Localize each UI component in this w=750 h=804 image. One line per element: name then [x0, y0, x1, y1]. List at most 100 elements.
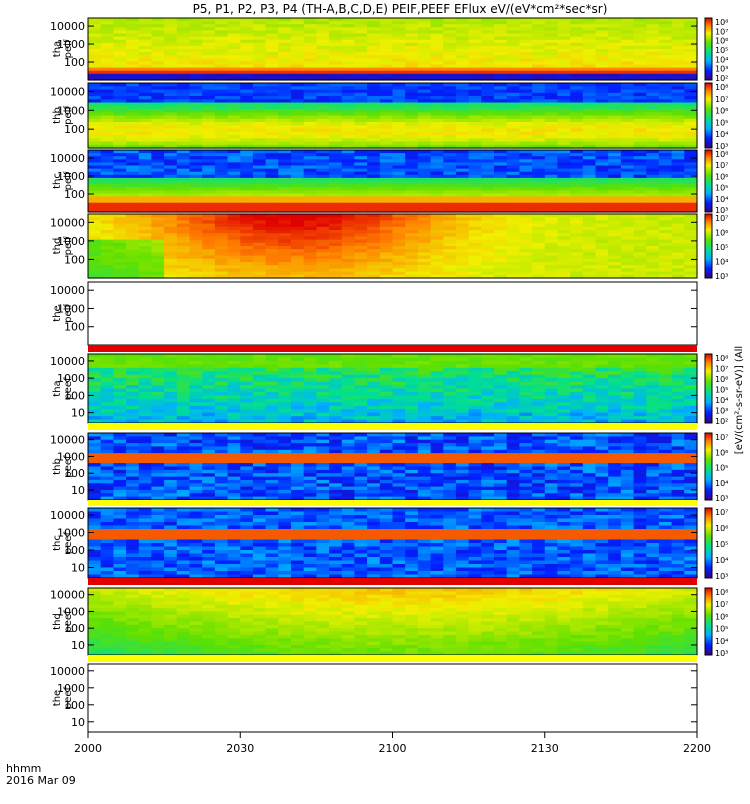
heatmap-cell: [646, 416, 659, 420]
heatmap-cell: [418, 395, 431, 399]
heatmap-cell: [380, 357, 393, 361]
heatmap-cell: [634, 371, 647, 375]
heatmap-cell: [215, 382, 228, 386]
heatmap-cell: [608, 357, 621, 361]
heatmap-cell: [583, 395, 596, 399]
y-tick-label: 1000: [57, 170, 85, 183]
heatmap-cell: [342, 368, 355, 372]
heatmap-cell: [481, 413, 494, 417]
heatmap-cell: [329, 402, 342, 406]
y-tick-label: 10000: [50, 20, 85, 33]
heatmap-cell: [304, 395, 317, 399]
heatmap-cell: [393, 357, 406, 361]
heatmap-cell: [101, 406, 114, 410]
heatmap-cell: [164, 382, 177, 386]
heatmap-cell: [646, 368, 659, 372]
heatmap-cell: [393, 406, 406, 410]
heatmap-cell: [151, 392, 164, 396]
heatmap-cell: [596, 382, 609, 386]
heatmap-cell: [583, 378, 596, 382]
colorbar-tick-label: 10³: [715, 407, 728, 416]
heatmap-cell: [494, 416, 507, 420]
heatmap-cell: [266, 357, 279, 361]
heatmap-cell: [621, 368, 634, 372]
heatmap-cell: [278, 361, 291, 365]
heatmap-cell: [126, 371, 139, 375]
heatmap-cell: [367, 392, 380, 396]
heatmap-cell: [545, 402, 558, 406]
heatmap-cell: [469, 368, 482, 372]
heatmap-cell: [380, 395, 393, 399]
y-tick-label: 100: [64, 321, 85, 334]
heatmap-cell: [139, 382, 152, 386]
heatmap-cell: [291, 357, 304, 361]
heatmap-cell: [570, 357, 583, 361]
heatmap-cell: [164, 402, 177, 406]
heatmap-cell: [228, 413, 241, 417]
heatmap-cell: [342, 413, 355, 417]
colorbar-tick-label: 10⁶: [715, 375, 728, 384]
heatmap-cell: [608, 371, 621, 375]
heatmap-cell: [316, 361, 329, 365]
heatmap-cell: [431, 413, 444, 417]
heatmap-cell: [291, 413, 304, 417]
heatmap-cell: [443, 402, 456, 406]
colorbar-tick-label: 10⁸: [715, 18, 728, 27]
heatmap-cell: [278, 382, 291, 386]
heatmap-cell: [634, 413, 647, 417]
colorbar-tick-label: 10⁴: [715, 130, 728, 139]
heatmap-cell: [672, 357, 685, 361]
heatmap-cell: [405, 395, 418, 399]
heatmap-cell: [621, 413, 634, 417]
heatmap-cell: [113, 382, 126, 386]
heatmap-cell: [228, 402, 241, 406]
heatmap-cell: [596, 361, 609, 365]
heatmap-cell: [253, 406, 266, 410]
heatmap-cell: [291, 402, 304, 406]
heatmap-cell: [202, 368, 215, 372]
heatmap-cell: [418, 402, 431, 406]
heatmap-cell: [228, 395, 241, 399]
heatmap-cell: [240, 395, 253, 399]
heatmap-cell: [228, 371, 241, 375]
heatmap-cell: [672, 413, 685, 417]
colorbar-tick-label: 10⁴: [715, 396, 728, 405]
heatmap-cell: [266, 395, 279, 399]
heatmap-cell: [443, 413, 456, 417]
heatmap-cell: [659, 371, 672, 375]
heatmap-cell: [304, 378, 317, 382]
heatmap-cell: [481, 361, 494, 365]
heatmap-cell: [329, 368, 342, 372]
heatmap-cell: [456, 382, 469, 386]
heatmap-cell: [494, 392, 507, 396]
heatmap-cell: [202, 395, 215, 399]
heatmap-cell: [481, 382, 494, 386]
heatmap-cell: [684, 361, 697, 365]
heatmap-cell: [126, 357, 139, 361]
heatmap-cell: [507, 368, 520, 372]
heatmap-cell: [494, 382, 507, 386]
heatmap-cell: [393, 368, 406, 372]
heatmap-cell: [659, 402, 672, 406]
heatmap-cell: [431, 395, 444, 399]
heatmap-cell: [646, 395, 659, 399]
heatmap-cell: [151, 395, 164, 399]
heatmap-cell: [126, 413, 139, 417]
heatmap-cell: [456, 378, 469, 382]
heatmap-cell: [304, 361, 317, 365]
heatmap-cell: [240, 378, 253, 382]
heatmap-cell: [190, 395, 203, 399]
heatmap-cell: [418, 357, 431, 361]
heatmap-cell: [443, 416, 456, 420]
heatmap-cell: [126, 402, 139, 406]
heatmap-cell: [646, 361, 659, 365]
heatmap-cell: [532, 413, 545, 417]
heatmap-cell: [456, 368, 469, 372]
heatmap-cell: [113, 416, 126, 420]
heatmap-cell: [659, 395, 672, 399]
heatmap-cell: [101, 357, 114, 361]
heatmap-cell: [659, 406, 672, 410]
heatmap-cell: [380, 371, 393, 375]
heatmap-cell: [304, 371, 317, 375]
heatmap-cell: [113, 402, 126, 406]
